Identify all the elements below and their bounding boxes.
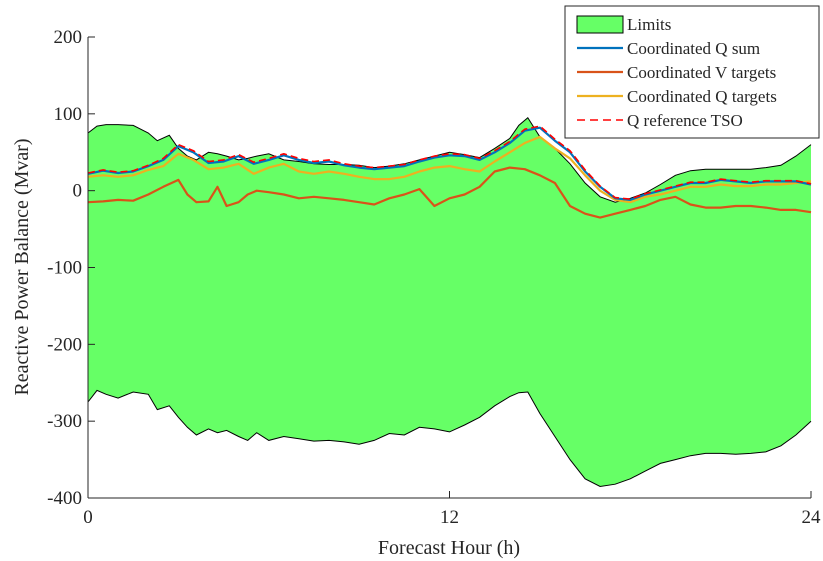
- legend-label: Coordinated V targets: [627, 63, 776, 82]
- y-tick-label: 200: [54, 27, 83, 48]
- legend: Limits Coordinated Q sum Coordinated V tar…: [564, 5, 820, 139]
- limits-upper-edge: [87, 116, 812, 203]
- y-tick-label: -100: [47, 258, 82, 279]
- y-tick-label: -300: [47, 411, 82, 432]
- y-tick-label: 0: [73, 181, 83, 202]
- y-tick-label: -200: [47, 334, 82, 355]
- x-tick-label: 12: [440, 507, 459, 528]
- legend-label: Q reference TSO: [627, 111, 743, 130]
- y-tick-label: 100: [54, 104, 83, 125]
- y-tick-label: -400: [47, 488, 82, 509]
- legend-label: Coordinated Q sum: [627, 39, 760, 58]
- plot-area: [87, 116, 812, 488]
- series-line-3: [87, 125, 812, 200]
- y-axis-title: Reactive Power Balance (Mvar): [11, 138, 33, 395]
- legend-swatch-limits: [576, 15, 624, 34]
- limits-band: [88, 117, 811, 487]
- legend-label: Coordinated Q targets: [627, 87, 777, 106]
- limits-lower-edge: [87, 389, 812, 488]
- series-line-2: [87, 135, 812, 204]
- x-tick-label: 0: [83, 507, 93, 528]
- x-tick-label: 24: [802, 507, 822, 528]
- legend-label: Limits: [627, 15, 671, 34]
- x-axis-title: Forecast Hour (h): [378, 537, 520, 559]
- series-line-1: [87, 166, 812, 219]
